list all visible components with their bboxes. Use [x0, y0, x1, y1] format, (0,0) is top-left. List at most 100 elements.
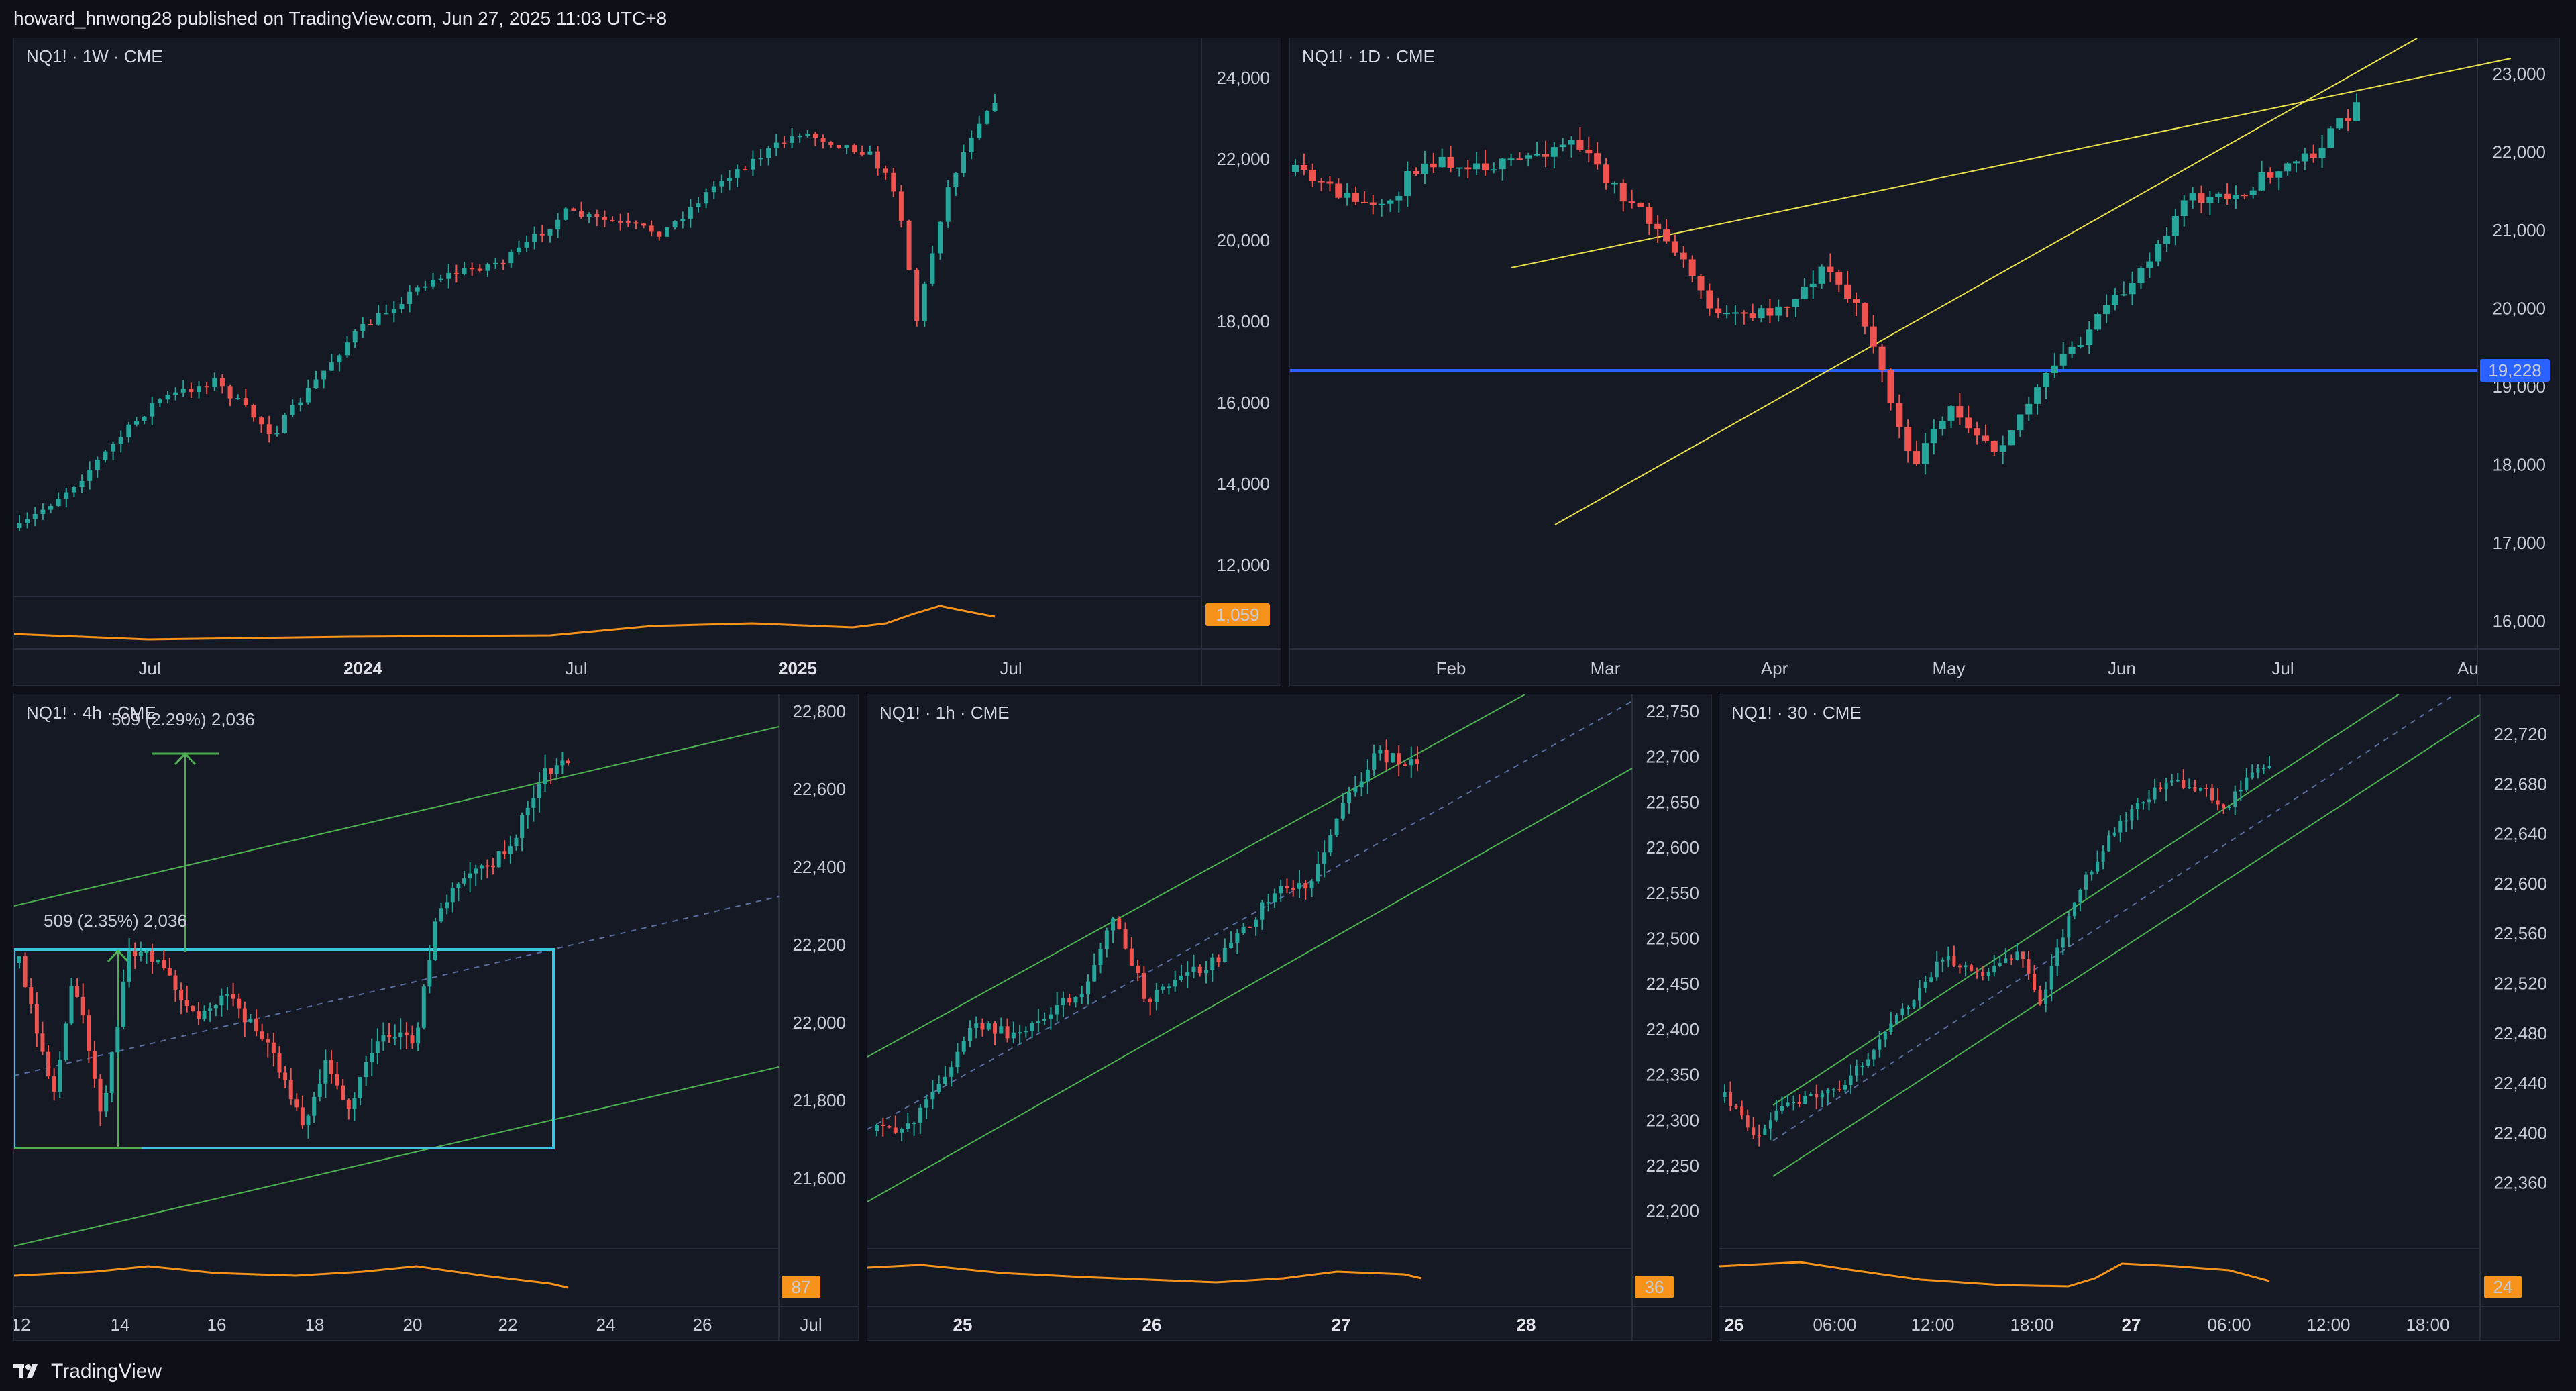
- candle-body: [875, 151, 881, 169]
- candle-body: [2258, 172, 2265, 191]
- candle-body: [1018, 1032, 1022, 1034]
- candle-body: [156, 960, 160, 962]
- candle-body: [1628, 201, 1635, 203]
- candle-body: [657, 231, 662, 237]
- chart-panel-daily[interactable]: NQ1! · 1D · CME 23,000 22,000 21,000 20,000…: [1289, 38, 2560, 686]
- candle-body: [2137, 268, 2145, 284]
- candle-body: [1042, 1019, 1047, 1021]
- candle-body: [1585, 150, 1593, 154]
- candle-body: [1818, 266, 1825, 284]
- candle-body: [508, 846, 513, 854]
- candle-body: [1185, 972, 1190, 976]
- candle-body: [421, 986, 426, 1028]
- candle-body: [29, 987, 34, 1004]
- candle-body: [1079, 994, 1084, 998]
- candle-body: [1222, 947, 1227, 962]
- candle-body: [1123, 929, 1128, 949]
- candle-body: [2353, 102, 2360, 121]
- candle-body: [2004, 958, 2008, 964]
- candle-body: [1734, 1106, 1738, 1108]
- daily-chart[interactable]: 23,00022,00021,00020,00019,00018,00017,0…: [1290, 38, 2559, 685]
- candle-body: [1757, 1135, 1761, 1137]
- candle-body: [1749, 313, 1756, 319]
- candle-body: [1005, 1026, 1010, 1039]
- candle-body: [48, 506, 54, 510]
- candle-body: [949, 1067, 954, 1077]
- candle-body: [254, 1018, 259, 1032]
- candle-body: [17, 523, 22, 528]
- candle-body: [1098, 949, 1103, 966]
- y-tick-label: 22,400: [792, 857, 846, 877]
- measure-label-box: 509 (2.35%) 2,036: [44, 911, 187, 931]
- candle-body: [1849, 1075, 1853, 1086]
- candle-body: [283, 1072, 288, 1080]
- candle-body: [790, 136, 795, 143]
- chart-panel-4h[interactable]: NQ1! · 4h · CME 22,800 22,600 22,400 22,200…: [13, 694, 859, 1341]
- candle-body: [212, 378, 217, 388]
- candle-body: [2008, 430, 2015, 446]
- candle-body: [2072, 902, 2076, 917]
- candle-body: [2210, 788, 2214, 801]
- candle-body: [912, 1122, 916, 1124]
- candle-body: [2198, 787, 2202, 791]
- candle-body: [111, 444, 116, 452]
- candle-body: [2318, 148, 2326, 158]
- candle-body: [1896, 403, 1903, 427]
- y-tick-label: 22,600: [1646, 837, 1699, 858]
- chart-panel-weekly[interactable]: NQ1! · 1W · CME 24,000 22,000 20,000 18,000…: [13, 38, 1281, 686]
- candle-body: [288, 1080, 293, 1100]
- y-tick-label: 22,520: [2493, 974, 2547, 994]
- candle-body: [508, 252, 514, 264]
- candle-body: [1866, 1059, 1870, 1066]
- y-tick-label: 22,400: [2493, 1123, 2547, 1143]
- candle-body: [1415, 759, 1419, 764]
- 30m-chart[interactable]: 22,720 22,680 22,640 22,600 22,560 22,520 22,4…: [1719, 694, 2559, 1340]
- candle-body: [1907, 1007, 1911, 1009]
- candle-body: [1729, 1092, 1733, 1106]
- chart-panel-30m[interactable]: NQ1! · 30 · CME 22,720 22,680 22,640 22,600…: [1719, 694, 2560, 1341]
- candle-body: [427, 960, 432, 987]
- candle-body: [1763, 1128, 1767, 1135]
- x-tick-label: 26: [1725, 1315, 1744, 1335]
- candle-body: [398, 1032, 403, 1037]
- 4h-chart[interactable]: 22,800 22,600 22,400 22,200 22,000 21,800 21,6…: [14, 694, 858, 1340]
- candle-body: [121, 981, 125, 1027]
- 1h-chart[interactable]: 22,750 22,700 22,650 22,600 22,550 22,500 22,4…: [867, 694, 1711, 1340]
- candle-body: [462, 878, 467, 884]
- candle-body: [2112, 832, 2116, 836]
- candle-body: [525, 807, 530, 815]
- candle-body: [208, 1008, 213, 1011]
- candle-body: [352, 1098, 357, 1109]
- weekly-chart[interactable]: 24,000 22,000 20,000 18,000 16,000 14,000 12,0…: [14, 38, 1281, 685]
- candle-body: [52, 1076, 56, 1092]
- y-tick-label: 22,000: [792, 1013, 846, 1033]
- candle-body: [219, 995, 224, 1006]
- measure-label-top: 509 (2.29%) 2,036: [111, 709, 255, 729]
- candle-body: [2017, 414, 2024, 431]
- candle-body: [1792, 299, 1799, 307]
- candle-body: [649, 225, 654, 232]
- candle-body: [2227, 807, 2231, 809]
- candle-body: [1947, 406, 1955, 421]
- candle-body: [1559, 144, 1566, 148]
- candle-body: [1878, 346, 1886, 370]
- x-tick-label: 24: [596, 1315, 616, 1335]
- candle-body: [2215, 193, 2222, 197]
- candle-body: [438, 278, 443, 280]
- tradingview-logo-icon: [13, 1363, 44, 1380]
- candle-body: [118, 437, 123, 444]
- candle-body: [2267, 766, 2271, 768]
- candle-body: [1378, 203, 1385, 205]
- candle-body: [2061, 937, 2065, 948]
- candle-body: [493, 262, 498, 264]
- candle-body: [46, 1051, 51, 1077]
- candle-body: [2241, 195, 2248, 197]
- candle-body: [95, 460, 100, 470]
- candle-body: [1297, 883, 1301, 889]
- candle-body: [430, 280, 435, 287]
- x-tick-label: 26: [693, 1315, 712, 1335]
- measure-arrowhead-box: [107, 949, 129, 963]
- candle-body: [625, 221, 631, 223]
- candle-body: [893, 1127, 898, 1133]
- chart-panel-1h[interactable]: NQ1! · 1h · CME 22,750 22,700 22,650 22,600…: [867, 694, 1712, 1341]
